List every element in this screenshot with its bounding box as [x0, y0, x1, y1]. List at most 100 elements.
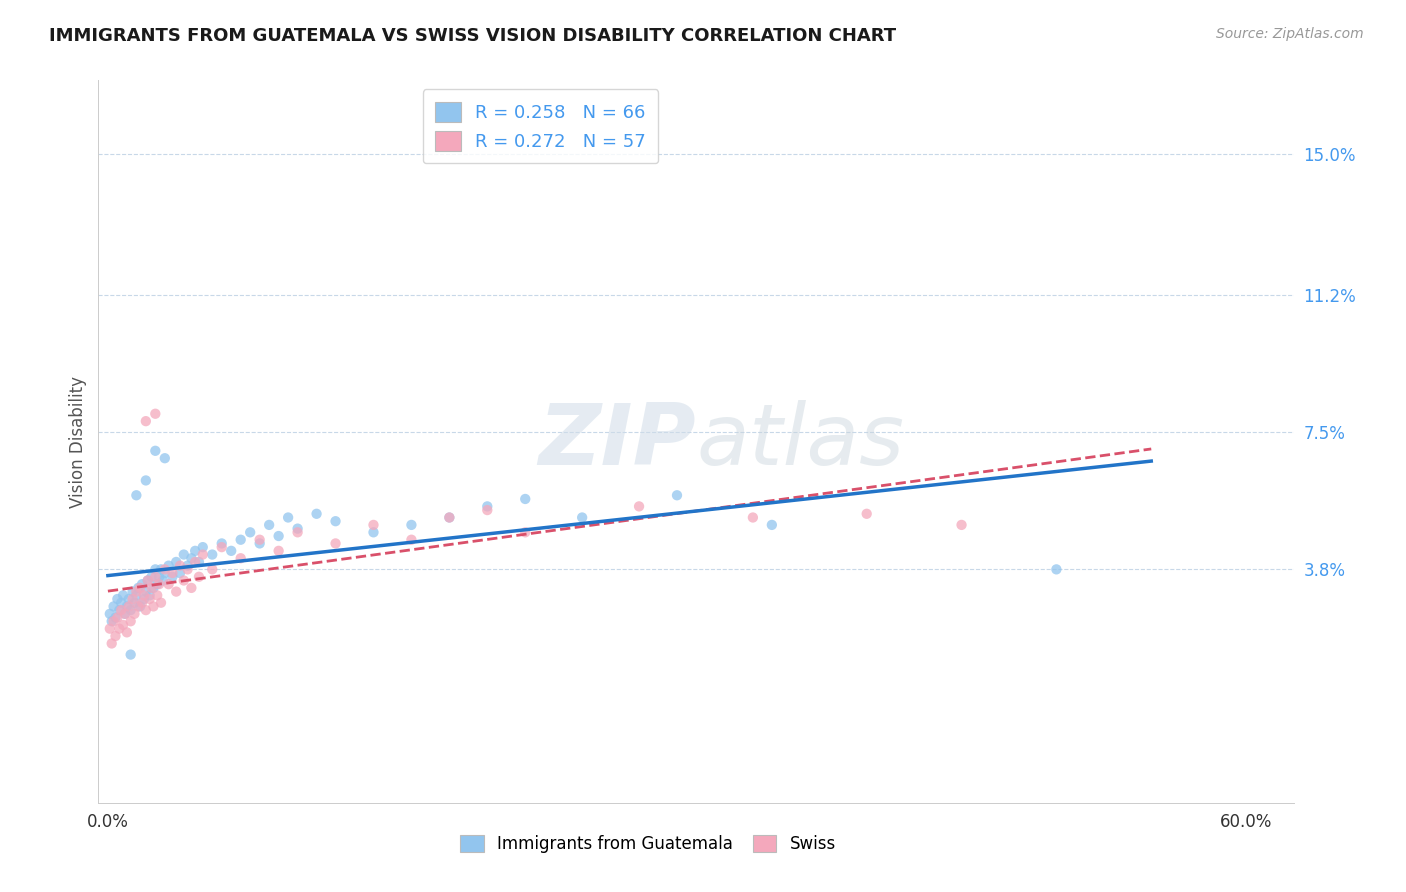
Point	[439, 510, 461, 524]
Point	[129, 599, 152, 614]
Point	[249, 536, 271, 550]
Point	[188, 555, 211, 569]
Point	[162, 566, 184, 580]
Point	[148, 570, 170, 584]
Point	[98, 607, 121, 621]
Point	[118, 592, 141, 607]
Point	[115, 599, 138, 614]
Point	[439, 510, 461, 524]
Point	[184, 544, 207, 558]
Point	[138, 592, 160, 607]
Point	[135, 584, 157, 599]
Point	[125, 588, 148, 602]
Point	[132, 592, 155, 607]
Point	[325, 536, 347, 550]
Point	[108, 603, 131, 617]
Point	[229, 533, 252, 547]
Point	[277, 510, 299, 524]
Point	[287, 522, 309, 536]
Point	[761, 517, 783, 532]
Point	[114, 607, 136, 621]
Point	[112, 588, 135, 602]
Point	[124, 607, 146, 621]
Point	[180, 551, 202, 566]
Point	[104, 610, 127, 624]
Point	[136, 574, 159, 588]
Point	[191, 548, 214, 562]
Point	[188, 570, 211, 584]
Point	[180, 581, 202, 595]
Point	[571, 510, 593, 524]
Point	[108, 622, 131, 636]
Point	[305, 507, 328, 521]
Point	[127, 599, 149, 614]
Point	[150, 562, 173, 576]
Point	[143, 570, 166, 584]
Point	[363, 525, 385, 540]
Point	[129, 581, 152, 595]
Point	[401, 533, 423, 547]
Point	[105, 610, 128, 624]
Point	[150, 596, 173, 610]
Point	[131, 577, 153, 591]
Point	[153, 451, 176, 466]
Point	[176, 558, 198, 573]
Point	[98, 622, 121, 636]
Point	[153, 562, 176, 576]
Point	[515, 491, 537, 506]
Point	[229, 551, 252, 566]
Point	[121, 584, 143, 599]
Point	[132, 588, 155, 602]
Point	[120, 648, 142, 662]
Point	[201, 548, 224, 562]
Point	[143, 562, 166, 576]
Point	[201, 562, 224, 576]
Point	[112, 618, 135, 632]
Point	[146, 577, 169, 591]
Point	[135, 474, 157, 488]
Point	[143, 407, 166, 421]
Point	[741, 510, 763, 524]
Point	[121, 592, 143, 607]
Point	[135, 603, 157, 617]
Point	[477, 500, 499, 514]
Point	[118, 599, 141, 614]
Point	[267, 529, 290, 543]
Point	[211, 540, 233, 554]
Point	[165, 555, 187, 569]
Point	[1045, 562, 1067, 576]
Point	[127, 581, 149, 595]
Point	[363, 517, 385, 532]
Point	[157, 558, 180, 573]
Point	[138, 588, 160, 602]
Point	[104, 629, 127, 643]
Point	[103, 599, 125, 614]
Y-axis label: Vision Disability: Vision Disability	[69, 376, 87, 508]
Point	[152, 574, 174, 588]
Point	[141, 581, 163, 595]
Point	[131, 596, 153, 610]
Point	[115, 625, 138, 640]
Point	[120, 603, 142, 617]
Point	[100, 614, 122, 628]
Point	[142, 599, 165, 614]
Point	[125, 584, 148, 599]
Point	[146, 588, 169, 602]
Text: IMMIGRANTS FROM GUATEMALA VS SWISS VISION DISABILITY CORRELATION CHART: IMMIGRANTS FROM GUATEMALA VS SWISS VISIO…	[49, 27, 897, 45]
Point	[157, 577, 180, 591]
Point	[142, 581, 165, 595]
Point	[103, 614, 125, 628]
Point	[124, 596, 146, 610]
Point	[165, 584, 187, 599]
Point	[267, 544, 290, 558]
Legend: Immigrants from Guatemala, Swiss: Immigrants from Guatemala, Swiss	[454, 828, 842, 860]
Point	[136, 574, 159, 588]
Point	[173, 548, 195, 562]
Point	[148, 577, 170, 591]
Point	[169, 558, 191, 573]
Point	[855, 507, 877, 521]
Point	[176, 562, 198, 576]
Point	[191, 540, 214, 554]
Point	[120, 614, 142, 628]
Point	[153, 566, 176, 580]
